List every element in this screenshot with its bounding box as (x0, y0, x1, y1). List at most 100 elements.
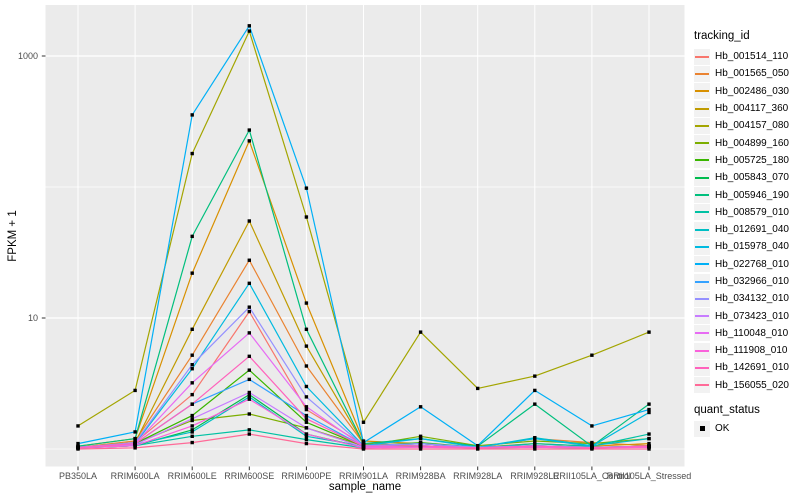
data-point (133, 430, 137, 434)
quant-status-legend-title: quant_status (694, 404, 760, 416)
legend-item-label: Hb_001565_050 (715, 68, 789, 80)
data-point (247, 258, 251, 262)
data-point (304, 432, 309, 436)
data-point (190, 327, 194, 331)
series-color-line (695, 142, 709, 145)
legend-item-label: Hb_142691_010 (715, 362, 789, 374)
data-point (647, 441, 651, 446)
legend-item: Hb_034132_010 (694, 290, 789, 307)
data-point (190, 381, 194, 385)
series-color-line (695, 90, 709, 93)
data-point (304, 434, 309, 439)
data-point (533, 374, 537, 378)
x-tick-label: RRIM928LE (510, 471, 560, 481)
legend-item: Hb_001565_050 (694, 65, 789, 82)
data-point (247, 390, 251, 395)
data-point (247, 309, 251, 314)
data-point (361, 447, 366, 451)
legend-key-line-icon (694, 290, 710, 307)
data-point (247, 29, 251, 33)
data-point (133, 436, 137, 441)
quant-status-legend-key (694, 420, 710, 437)
data-point (533, 444, 537, 448)
legend-key-line-icon (694, 256, 710, 273)
series-color-line (695, 159, 709, 162)
legend-item: Hb_005725_180 (694, 152, 789, 169)
x-tick-label: RRIM600LE (167, 471, 217, 481)
legend-key-line-icon (694, 273, 710, 290)
data-point (418, 447, 423, 451)
legend-title: tracking_id (694, 30, 750, 42)
data-point (647, 432, 651, 436)
legend-key-line-icon (694, 342, 710, 359)
data-point (533, 436, 537, 441)
legend-key-line-icon (694, 359, 710, 376)
data-point (418, 405, 423, 409)
data-point (590, 447, 594, 451)
legend-item-label: Hb_004899_160 (715, 137, 789, 149)
legend-item-label: Hb_156055_020 (715, 379, 789, 391)
legend-item-label: Hb_015978_040 (715, 241, 789, 253)
quant-status-legend-item: OK (694, 420, 729, 437)
data-point (133, 388, 137, 393)
data-point (190, 363, 194, 367)
data-point (247, 432, 251, 436)
data-point (190, 151, 194, 156)
data-point (247, 305, 251, 309)
series-color-line (695, 55, 709, 58)
legend-key-line-icon (694, 308, 710, 325)
legend-key-line-icon (694, 48, 710, 65)
data-point (304, 327, 309, 331)
legend-item: Hb_015978_040 (694, 238, 789, 255)
legend-item-label: Hb_005843_070 (715, 172, 789, 184)
legend-item: Hb_022768_010 (694, 256, 789, 273)
data-point (247, 412, 251, 416)
legend-item: Hb_032966_010 (694, 273, 789, 290)
data-point (133, 443, 137, 448)
legend-item-label: Hb_032966_010 (715, 276, 789, 287)
legend-item: Hb_005843_070 (694, 169, 789, 186)
data-point (304, 384, 309, 389)
data-point (304, 437, 309, 442)
x-tick-label: RRIM600LA (110, 471, 160, 481)
x-tick-label: PB350LA (58, 471, 98, 481)
legend-key-line-icon (694, 83, 710, 100)
x-tick-label: RRIM928BA (395, 471, 446, 481)
legend-key-line-icon (694, 204, 710, 221)
data-point (647, 410, 651, 415)
legend-item: Hb_001514_110 (694, 48, 789, 65)
data-point (247, 281, 251, 286)
data-point (190, 440, 194, 445)
legend-item-label: Hb_111908_010 (715, 345, 788, 357)
data-point (190, 271, 194, 275)
data-point (247, 331, 251, 335)
y-tick-label: 1000 (17, 51, 38, 61)
data-point (247, 219, 251, 223)
series-color-line (695, 315, 709, 318)
data-point (304, 364, 309, 368)
legend-key-line-icon (694, 135, 710, 152)
data-point (247, 24, 251, 28)
series-color-line (695, 349, 709, 352)
data-point (418, 436, 423, 441)
legend-item-label: Hb_005946_190 (715, 189, 789, 201)
legend-item: Hb_073423_010 (694, 307, 789, 325)
series-color-line (695, 72, 709, 75)
data-point (418, 444, 423, 448)
legend-item-label: Hb_005725_180 (715, 154, 789, 166)
legend-item: Hb_002486_030 (694, 83, 789, 100)
y-tick-label: 10 (27, 313, 38, 323)
data-point (76, 447, 80, 451)
data-point (647, 402, 651, 406)
data-point (190, 402, 194, 406)
legend-item: Hb_156055_020 (694, 377, 789, 394)
data-point (533, 388, 537, 393)
data-point (190, 430, 194, 434)
data-point (361, 444, 366, 448)
data-point (304, 413, 309, 418)
legend-item-label: Hb_034132_010 (715, 293, 789, 305)
data-point (190, 113, 194, 117)
data-point (247, 128, 251, 132)
data-point (247, 139, 251, 143)
data-point (76, 441, 80, 446)
